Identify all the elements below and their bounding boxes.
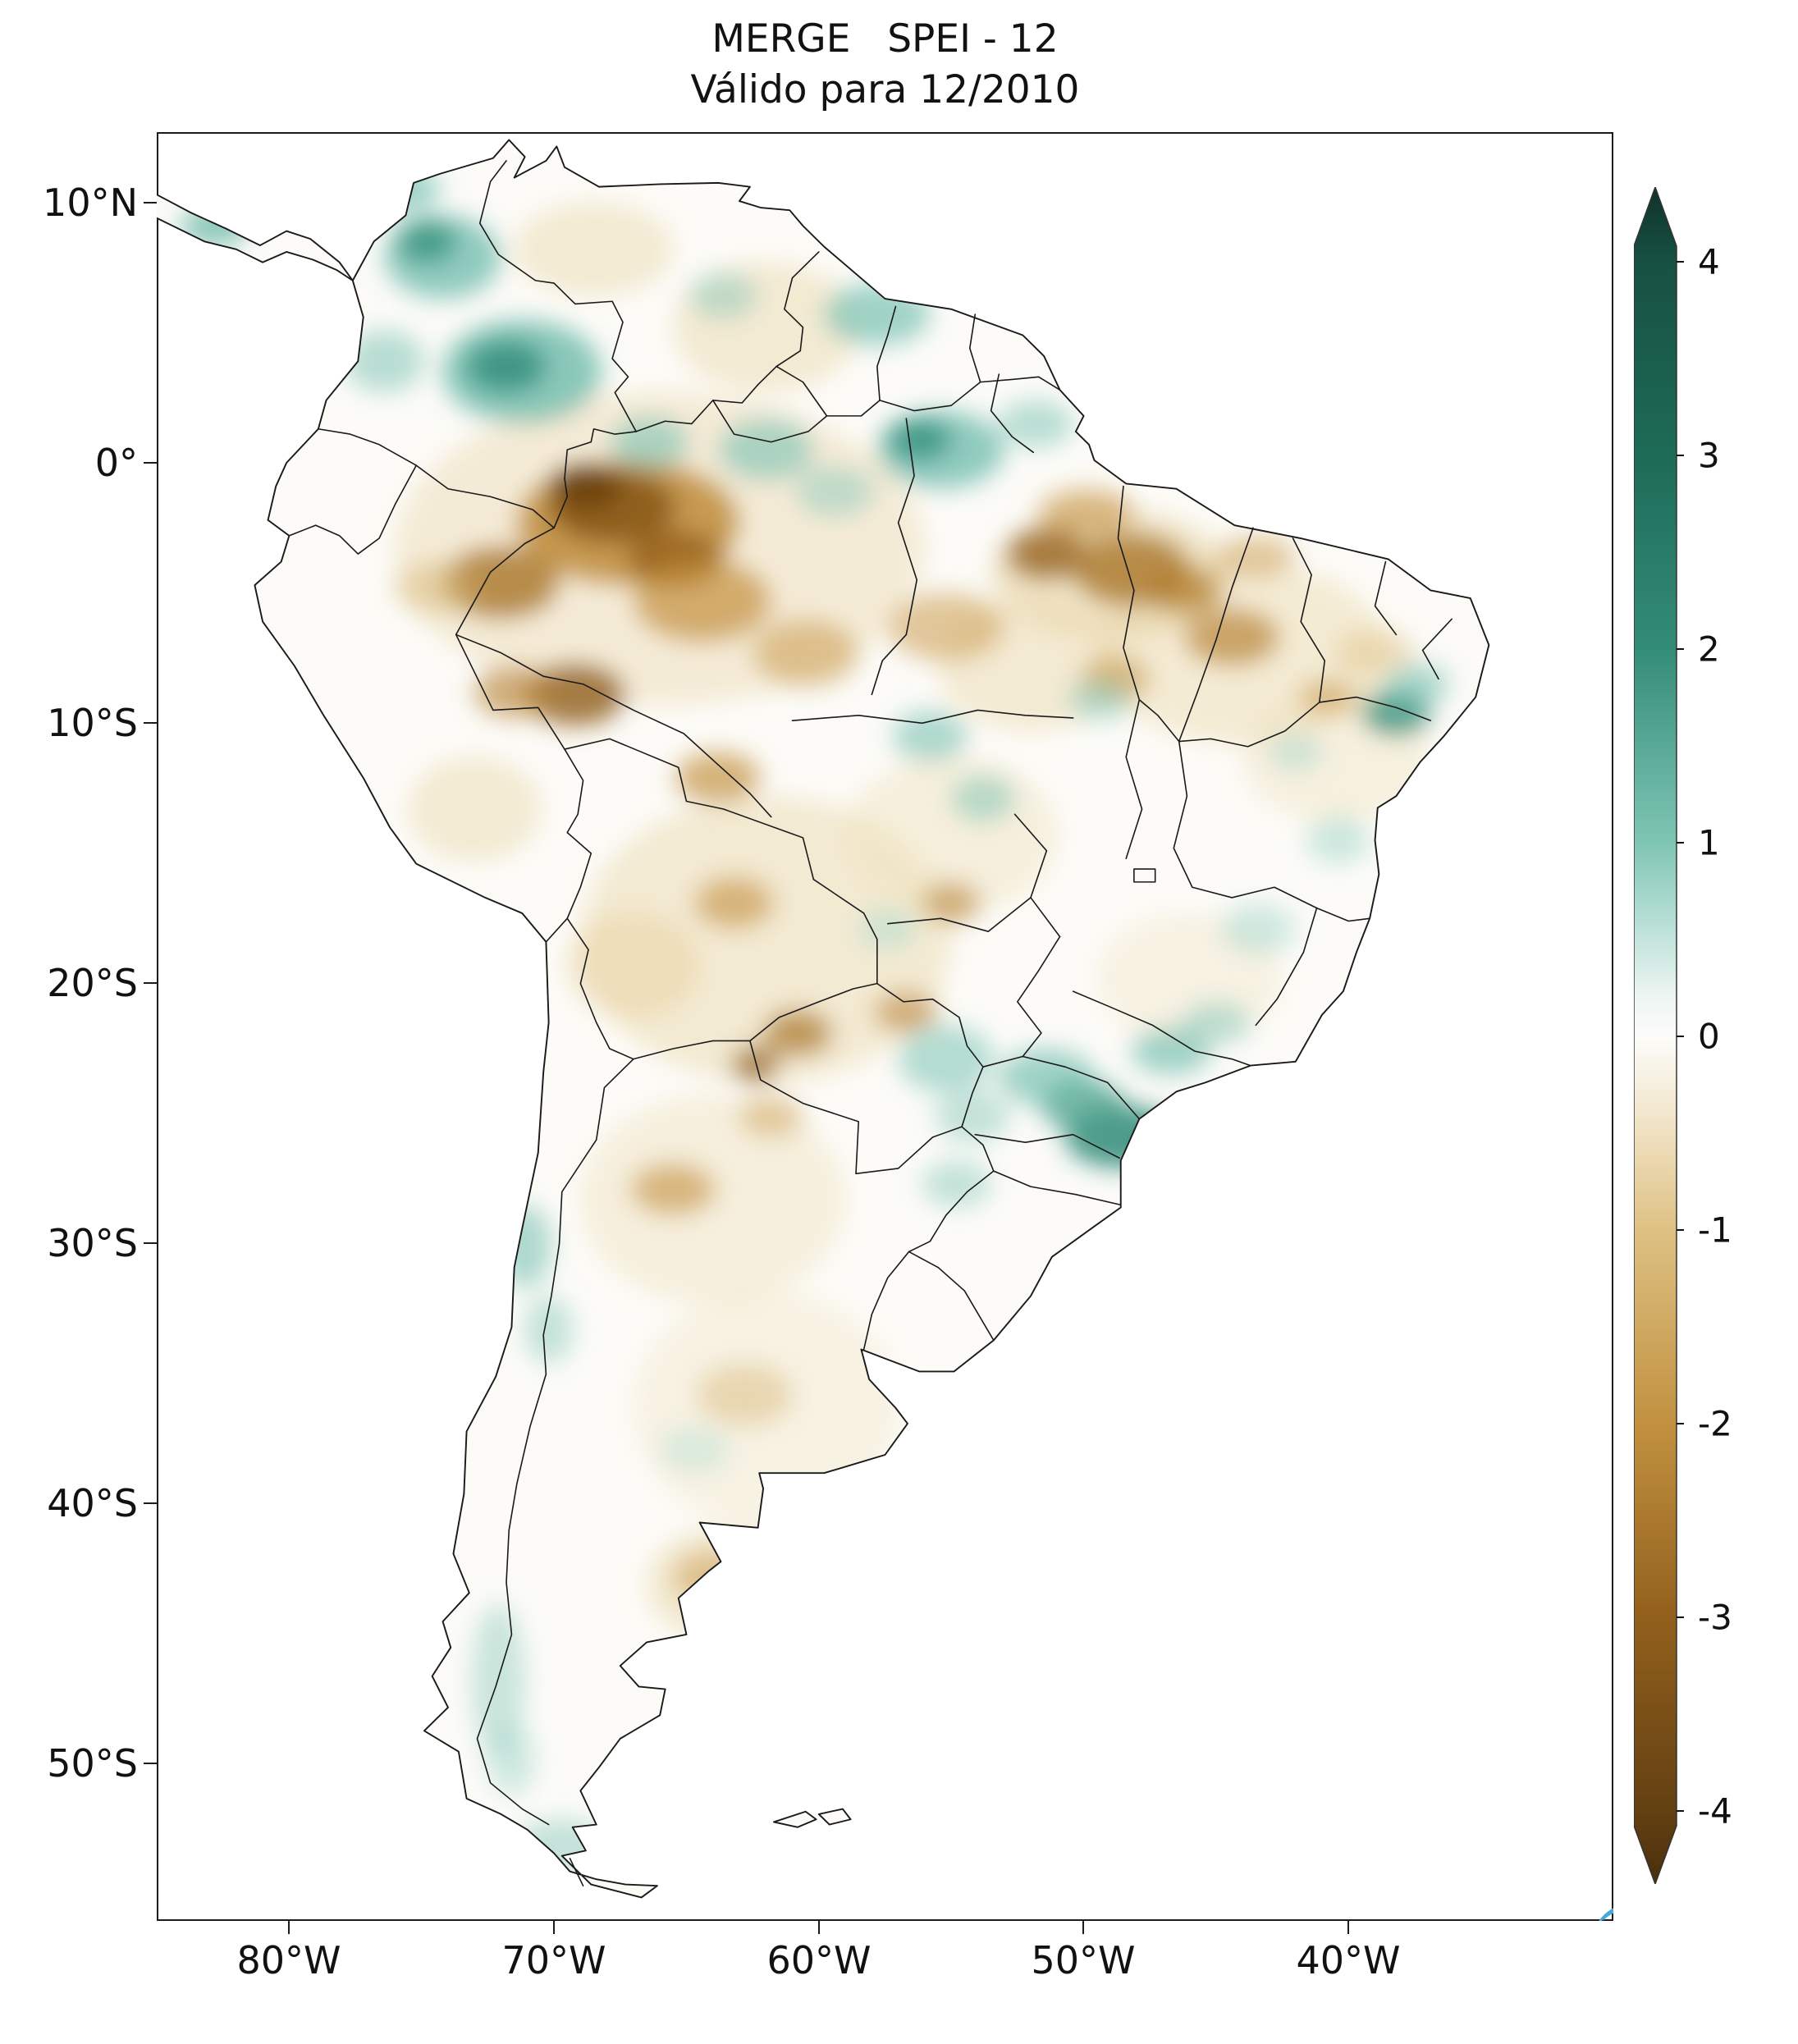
colorbar-tick-label: -1 <box>1698 1209 1732 1251</box>
colorbar-tick-label: -4 <box>1698 1790 1732 1831</box>
map-subtitle: Válido para 12/2010 <box>690 67 1080 112</box>
colorbar-tickmarks <box>1677 261 1684 1812</box>
map-canvas: INPE <box>157 132 1613 1921</box>
y-tickmark <box>144 462 157 464</box>
y-tickmark <box>144 982 157 984</box>
y-tick-label: 50°S <box>47 1741 138 1786</box>
colorbar-tick-label: 3 <box>1698 435 1720 476</box>
x-tickmark <box>818 1921 820 1934</box>
x-tickmark <box>288 1921 290 1934</box>
inpe-logo: INPE <box>1599 1908 1613 1921</box>
x-tick-label: 60°W <box>766 1938 872 1982</box>
y-tickmark <box>144 1502 157 1504</box>
colorbar-tick-label: 2 <box>1698 629 1720 670</box>
colorbar-tick-label: -3 <box>1698 1597 1732 1638</box>
y-tick-label: 40°S <box>47 1481 138 1525</box>
coastline <box>157 139 1490 1899</box>
x-tick-label: 70°W <box>501 1938 606 1982</box>
x-tickmark <box>553 1921 555 1934</box>
political-borders <box>288 160 1453 1886</box>
colorbar-gradient <box>1633 185 1677 1886</box>
x-tick-label: 50°W <box>1031 1938 1136 1982</box>
map-title: MERGE SPEI - 12 <box>711 16 1059 62</box>
y-tickmark <box>144 202 157 203</box>
colorbar-tick-label: 0 <box>1698 1016 1720 1057</box>
y-tickmark <box>144 722 157 724</box>
south-america-map <box>157 139 1490 1899</box>
plot-frame <box>157 132 1613 1921</box>
x-tickmark <box>1347 1921 1349 1934</box>
x-tick-label: 40°W <box>1296 1938 1401 1982</box>
colorbar-tick-label: 4 <box>1698 241 1720 282</box>
colorbar-svg <box>1633 185 1684 1886</box>
colorbar-tick-label: 1 <box>1698 822 1720 863</box>
y-tick-label: 20°S <box>47 961 138 1005</box>
y-tick-label: 10°N <box>43 181 138 225</box>
x-tick-label: 80°W <box>236 1938 341 1982</box>
y-tick-label: 0° <box>94 441 138 485</box>
spei-anomaly-field <box>181 166 1449 1872</box>
y-tickmark <box>144 1242 157 1244</box>
y-tick-label: 30°S <box>47 1221 138 1265</box>
x-tickmark <box>1082 1921 1084 1934</box>
colorbar <box>1633 185 1691 1886</box>
y-tick-label: 10°S <box>47 701 138 745</box>
colorbar-tick-label: -2 <box>1698 1403 1732 1444</box>
y-tickmark <box>144 1763 157 1764</box>
inpe-swirl-arc <box>1601 1910 1613 1921</box>
